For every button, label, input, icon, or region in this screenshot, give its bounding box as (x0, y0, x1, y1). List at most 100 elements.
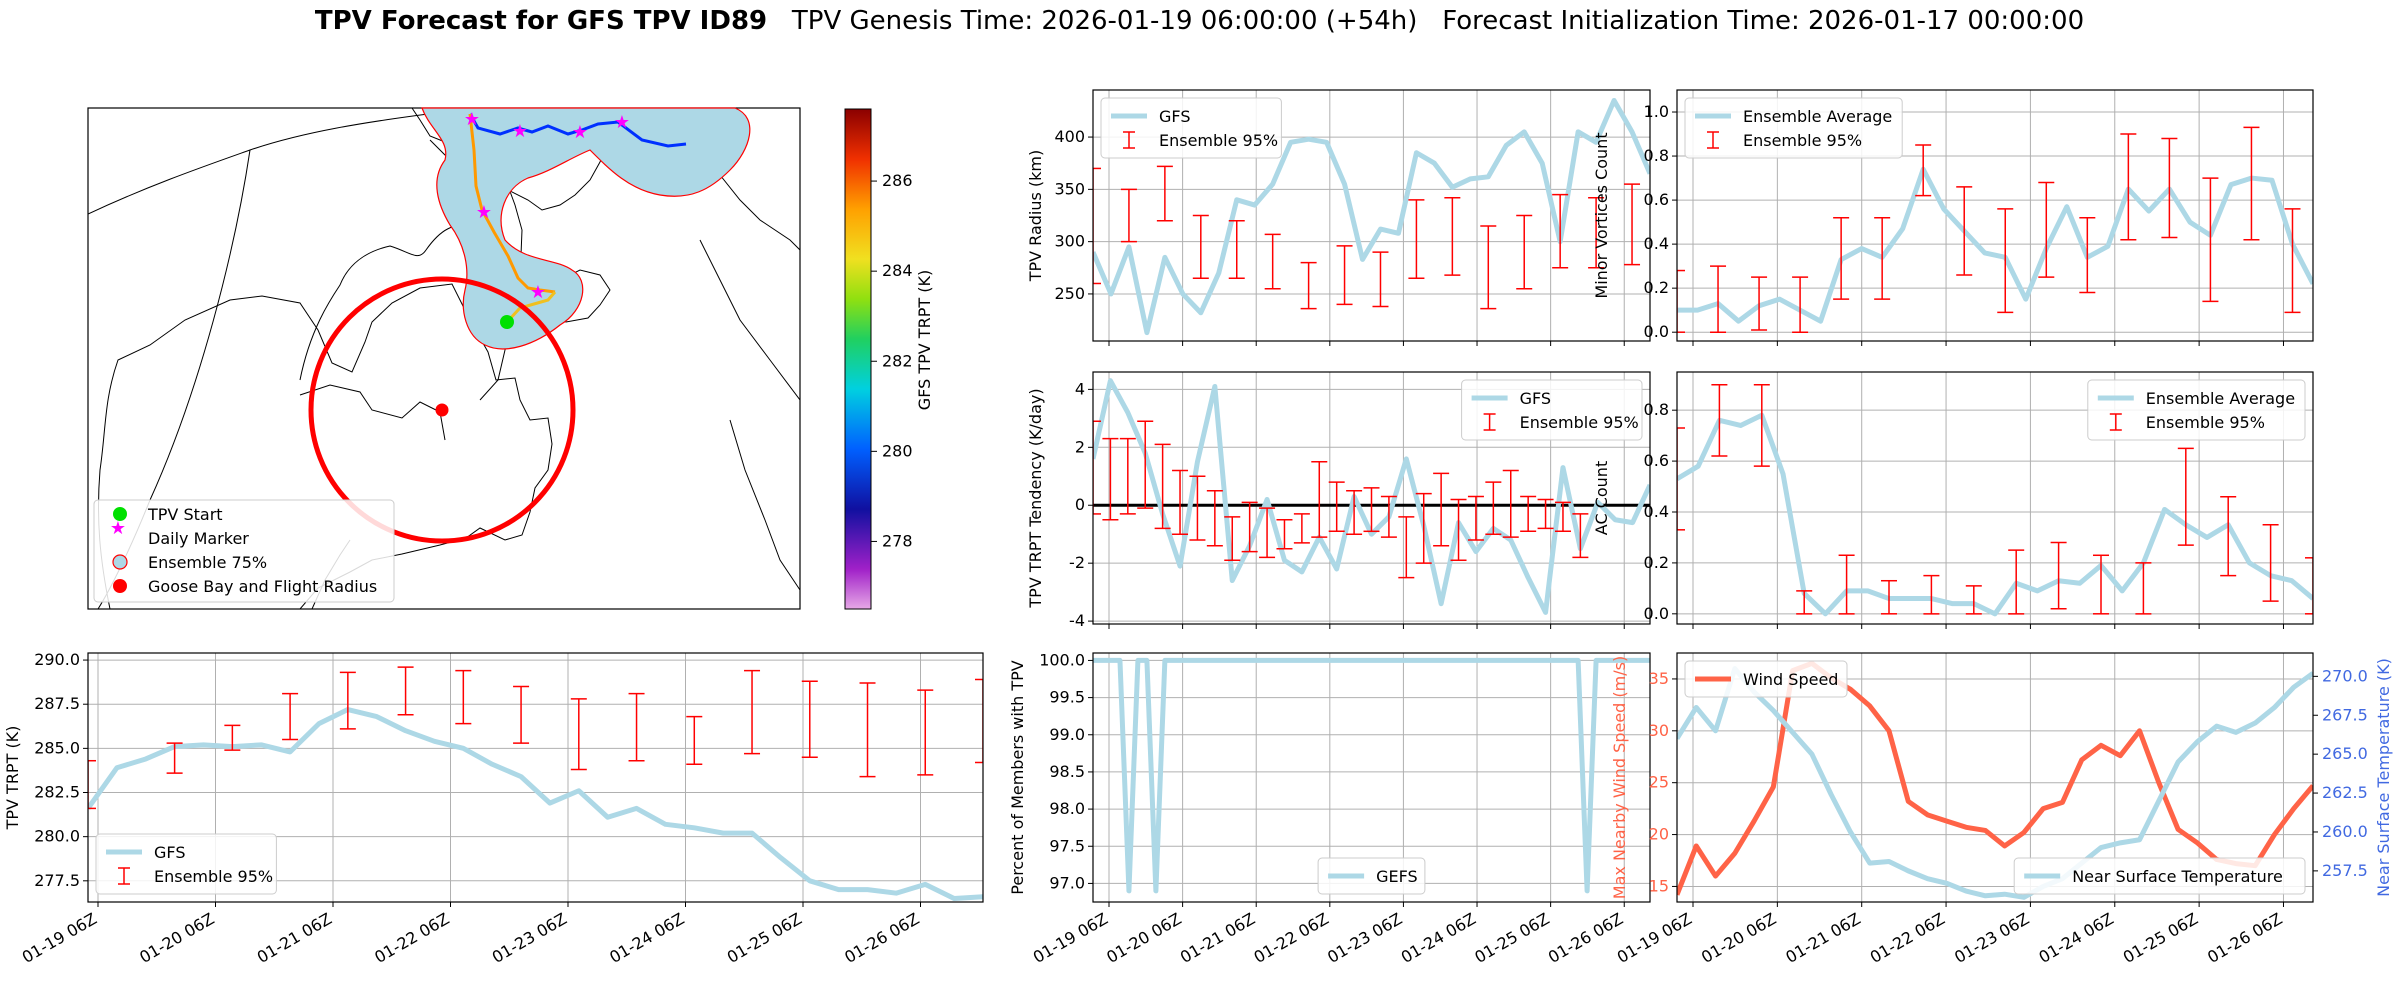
error-bar (1093, 167, 1101, 285)
error-bar (1956, 186, 1973, 276)
error-bars (88, 666, 983, 810)
error-bar (1276, 518, 1293, 550)
plot-area (1093, 378, 1650, 615)
legend-label: Ensemble 95% (1520, 413, 1639, 432)
error-bar (1224, 516, 1241, 562)
y-tick-label: 25 (1649, 773, 1669, 792)
error-bar (1997, 208, 2014, 314)
y-tick-label: 0.4 (1644, 234, 1669, 253)
y-tick-label: 285.0 (34, 738, 80, 757)
error-bar (1572, 513, 1589, 559)
legend-label: Ensemble Average (1743, 107, 1892, 126)
y-tick-label: 15 (1649, 876, 1669, 895)
members-panel: 97.0 97.5 98.0 98.5 99.0 99.5 100.0 Percent of … (1008, 650, 1651, 967)
error-bar (455, 669, 472, 725)
legend-goose-bay-icon (113, 579, 127, 593)
flight-radius-circle (308, 276, 576, 544)
y-tick-label: 35 (1649, 669, 1669, 688)
error-bar (2262, 523, 2279, 602)
minor-vortices-panel: 0.0 0.2 0.4 0.6 0.8 1.0 Minor Vortices Count En… (1592, 89, 2314, 346)
grid (1093, 653, 1650, 902)
y-right-tick-label: 260.0 (2322, 822, 2368, 841)
tendency-panel: -4 -2 0 2 4 TPV TRPT Tendency (K/day) GFS Ensem… (1026, 371, 1651, 630)
map-legend-box (93, 499, 395, 603)
error-bar (1372, 251, 1389, 308)
error-bar (1363, 487, 1380, 533)
wind-temperature-panel: 15 20 25 30 35 Max Nearby Wind Speed (m/s) 01-… (1610, 652, 2393, 967)
error-bars (1093, 165, 1641, 310)
figure-title: TPV Forecast for GFS TPV ID89 TPV Genesi… (0, 6, 2399, 36)
legend-label: GFS (1520, 389, 1551, 408)
plot-area (88, 666, 983, 901)
x-tick-label: 01-20 06Z (1103, 909, 1184, 967)
y-tick-label: 1.0 (1644, 102, 1669, 121)
y-axis-label: TPV Radius (km) (1026, 150, 1045, 283)
x-tick-label: 01-26 06Z (841, 909, 922, 967)
error-bar (1677, 269, 1685, 333)
error-bar (1156, 165, 1173, 222)
error-bar (1502, 469, 1519, 538)
figure-title-bold: TPV Forecast for GFS TPV ID89 (314, 6, 768, 36)
y-tick-label: 0 (1075, 495, 1085, 514)
x-tick-label: 01-22 06Z (1251, 909, 1332, 967)
error-bar (2305, 557, 2313, 615)
legend-label-daily-marker: Daily Marker (148, 529, 249, 548)
y-tick-label: 0.4 (1644, 502, 1669, 521)
error-bar (2161, 137, 2178, 239)
daily-marker: ★ (464, 109, 480, 130)
plot-area (1677, 660, 2313, 900)
daily-marker: ★ (512, 121, 528, 142)
axes-frame (1092, 652, 1651, 903)
error-bar (628, 692, 645, 762)
legend-box (2087, 379, 2306, 441)
y-tick-label: -2 (1069, 553, 1085, 572)
x-tick-label: 01-22 06Z (371, 909, 452, 967)
map-boundary-line (88, 109, 461, 215)
error-bar (1346, 490, 1363, 535)
legend-box (95, 833, 277, 895)
error-bar (686, 715, 703, 766)
error-bar (1300, 261, 1317, 310)
y-axis-label: Minor Vortices Count (1592, 132, 1611, 298)
init-time: Forecast Initialization Time: 2026-01-17… (1442, 6, 2085, 36)
legend-label-tpv-start: TPV Start (147, 505, 223, 524)
legend-box (1684, 660, 1848, 698)
genesis-time: TPV Genesis Time: 2026-01-19 06:00:00 (+… (791, 6, 1418, 36)
map-coastline (411, 108, 523, 401)
y-tick-label: 98.0 (1049, 799, 1085, 818)
legend-daily-marker-icon: ★ (110, 518, 126, 539)
y-axis-label: TPV TRPT Tendency (K/day) (1026, 388, 1045, 608)
error-bar (2079, 216, 2096, 294)
x-tick-label: 01-26 06Z (2204, 909, 2285, 967)
error-bar (1467, 495, 1484, 541)
y-tick-label: 0.0 (1644, 604, 1669, 623)
error-bar (1753, 383, 1770, 467)
chart-legend: GEFS (1317, 857, 1426, 895)
legend-label: Ensemble 95% (2146, 413, 2265, 432)
x-tick-label: 01-24 06Z (1398, 909, 1479, 967)
error-bar (1923, 574, 1940, 615)
axes-frame (1676, 89, 2314, 342)
error-bar (1192, 214, 1209, 279)
grid (1677, 372, 2313, 624)
error-bar (1480, 225, 1497, 310)
error-bar (397, 666, 414, 716)
error-bar (1119, 437, 1136, 515)
x-tick-label: 01-24 06Z (606, 909, 687, 967)
daily-marker: ★ (476, 202, 492, 223)
series-line (1093, 378, 1650, 615)
error-bars (1677, 383, 2313, 615)
error-bar (1677, 427, 1685, 531)
legend-label: Ensemble 95% (154, 867, 273, 886)
error-bar (1336, 245, 1353, 306)
error-bar (1833, 216, 1850, 300)
error-bar (1444, 196, 1461, 276)
y-tick-label: 0.8 (1644, 146, 1669, 165)
error-bar (2038, 181, 2055, 278)
x-tick-label: 01-21 06Z (1177, 909, 1258, 967)
error-bar (1259, 507, 1276, 559)
x-tick-label: 01-26 06Z (1545, 909, 1626, 967)
temperature-line (1677, 666, 2313, 900)
chart-legend: Near Surface Temperature (2013, 857, 2306, 895)
x-tick-label: 01-23 06Z (489, 909, 570, 967)
